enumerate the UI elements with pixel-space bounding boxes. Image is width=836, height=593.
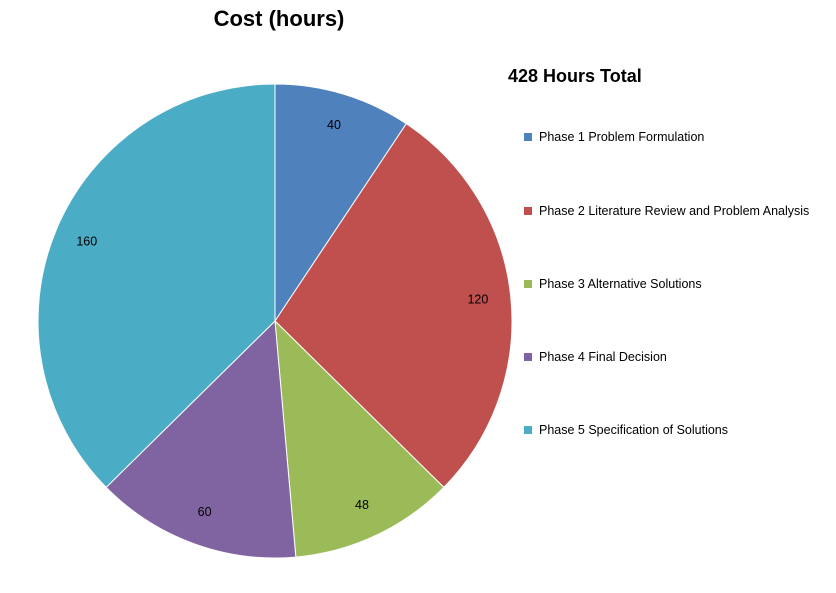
chart-title: Cost (hours): [213, 6, 345, 31]
legend-label-phase-1: Phase 1 Problem Formulation: [539, 130, 705, 144]
legend-item-phase-1: Phase 1 Problem Formulation: [524, 129, 704, 145]
legend-label-phase-3: Phase 3 Alternative Solutions: [539, 277, 702, 291]
legend-item-phase-2: Phase 2 Literature Review and Problem An…: [524, 203, 809, 219]
legend-item-phase-4: Phase 4 Final Decision: [524, 349, 667, 365]
slice-value-label-phase-5: 160: [76, 234, 97, 248]
pie-slice-phase-3: [274, 319, 445, 558]
legend-swatch-phase-4: [524, 353, 532, 361]
legend-swatch-phase-5: [524, 426, 532, 434]
slice-value-label-phase-1: 40: [327, 118, 341, 132]
legend-swatch-phase-2: [524, 207, 532, 215]
legend-item-phase-3: Phase 3 Alternative Solutions: [524, 276, 702, 292]
pie-slice-phase-4: [105, 319, 297, 559]
legend-swatch-phase-1: [524, 133, 532, 141]
legend-item-phase-5: Phase 5 Specification of Solutions: [524, 422, 728, 438]
chart-subtitle: 428 Hours Total: [508, 66, 642, 86]
slice-value-label-phase-3: 48: [355, 498, 369, 512]
legend-label-phase-4: Phase 4 Final Decision: [539, 350, 667, 364]
legend-label-phase-5: Phase 5 Specification of Solutions: [539, 423, 729, 437]
pie-slice-phase-2: [274, 123, 513, 489]
legend-swatch-phase-3: [524, 280, 532, 288]
slice-value-label-phase-2: 120: [467, 292, 488, 306]
slice-value-label-phase-4: 60: [198, 505, 212, 519]
legend-label-phase-2: Phase 2 Literature Review and Problem An…: [539, 204, 810, 218]
pie-slice-phase-1: [274, 83, 408, 323]
pie-slice-phase-5: [37, 83, 276, 489]
